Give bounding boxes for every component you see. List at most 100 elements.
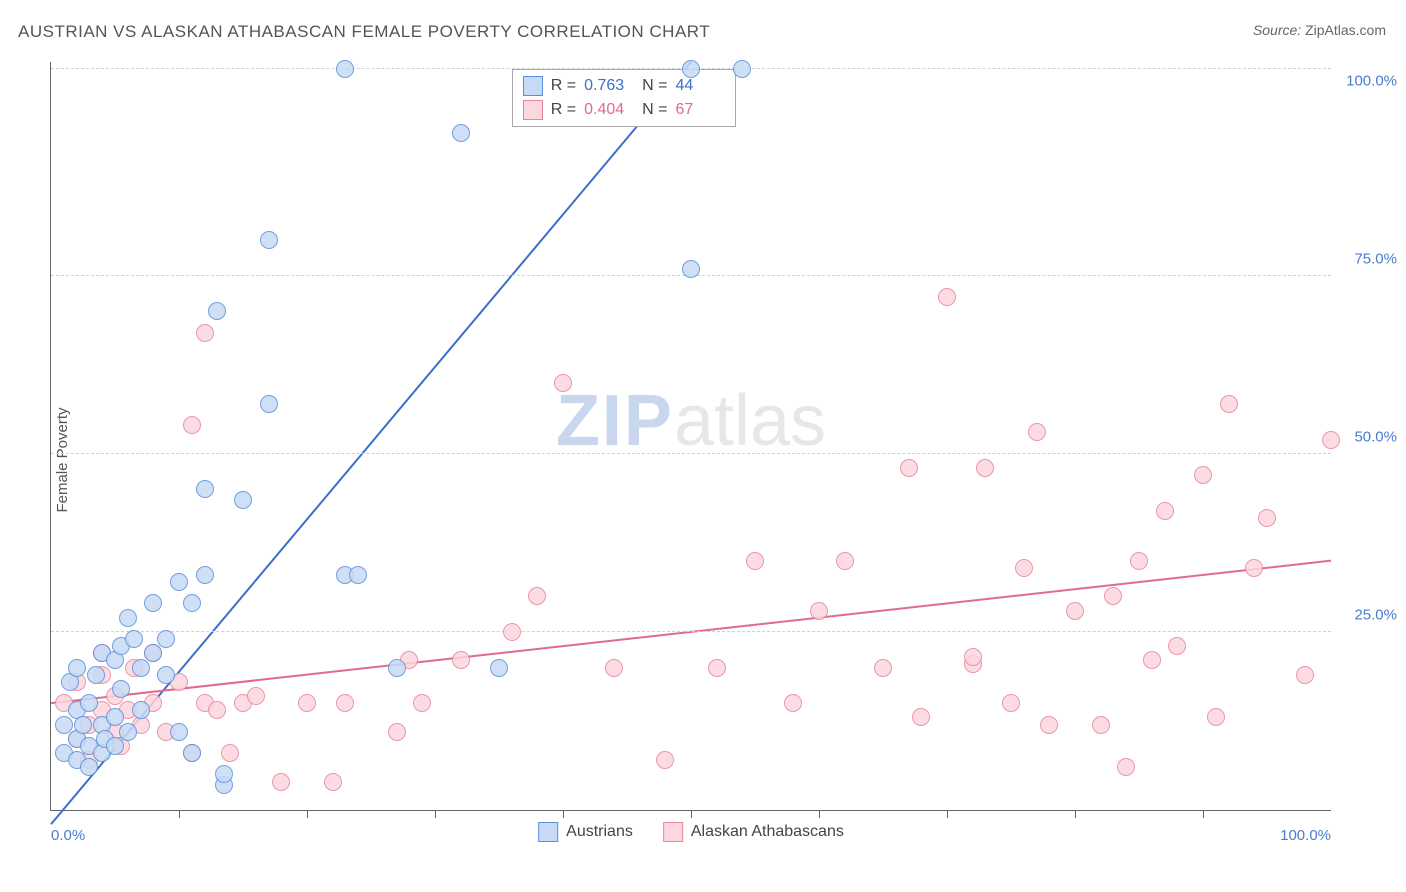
scatter-point — [1130, 552, 1148, 570]
scatter-point — [349, 566, 367, 584]
legend-label: Austrians — [566, 823, 633, 841]
scatter-point — [746, 552, 764, 570]
scatter-point — [196, 324, 214, 342]
scatter-point — [388, 723, 406, 741]
legend-swatch — [523, 76, 543, 96]
scatter-point — [1220, 395, 1238, 413]
legend-item: Austrians — [538, 822, 633, 842]
scatter-point — [1117, 758, 1135, 776]
scatter-point — [528, 587, 546, 605]
scatter-point — [183, 416, 201, 434]
scatter-point — [106, 737, 124, 755]
gridline — [51, 453, 1331, 454]
x-tick-label: 0.0% — [51, 827, 85, 844]
legend-swatch — [538, 822, 558, 842]
scatter-point — [810, 602, 828, 620]
scatter-point — [80, 758, 98, 776]
x-tick — [307, 810, 308, 818]
scatter-point — [119, 723, 137, 741]
x-tick — [179, 810, 180, 818]
scatter-point — [234, 491, 252, 509]
source-label: Source: — [1253, 22, 1301, 38]
scatter-point — [413, 694, 431, 712]
scatter-point — [272, 773, 290, 791]
correlation-stat-box: R =0.763N =44R =0.404N =67 — [512, 69, 737, 127]
x-tick — [947, 810, 948, 818]
scatter-point — [68, 659, 86, 677]
scatter-point — [260, 231, 278, 249]
scatter-point — [112, 680, 130, 698]
scatter-point — [503, 623, 521, 641]
scatter-point — [1258, 509, 1276, 527]
scatter-point — [157, 666, 175, 684]
scatter-point — [656, 751, 674, 769]
stat-r-value: 0.404 — [584, 98, 634, 122]
scatter-point — [976, 459, 994, 477]
stat-row: R =0.404N =67 — [523, 98, 726, 122]
scatter-point — [119, 609, 137, 627]
plot-area: ZIPatlas R =0.763N =44R =0.404N =67 Aust… — [50, 62, 1331, 811]
stat-r-label: R = — [551, 98, 576, 122]
scatter-point — [336, 60, 354, 78]
x-tick — [691, 810, 692, 818]
scatter-point — [170, 573, 188, 591]
scatter-point — [1296, 666, 1314, 684]
x-tick — [1203, 810, 1204, 818]
scatter-point — [170, 723, 188, 741]
scatter-point — [324, 773, 342, 791]
scatter-point — [208, 302, 226, 320]
scatter-point — [247, 687, 265, 705]
scatter-point — [132, 701, 150, 719]
scatter-point — [336, 694, 354, 712]
scatter-point — [490, 659, 508, 677]
scatter-point — [912, 708, 930, 726]
x-tick — [435, 810, 436, 818]
scatter-point — [1002, 694, 1020, 712]
scatter-point — [144, 594, 162, 612]
x-tick — [563, 810, 564, 818]
scatter-point — [125, 630, 143, 648]
scatter-point — [784, 694, 802, 712]
scatter-point — [208, 701, 226, 719]
scatter-point — [298, 694, 316, 712]
stat-n-label: N = — [642, 74, 667, 98]
scatter-point — [1168, 637, 1186, 655]
chart-container: Female Poverty ZIPatlas R =0.763N =44R =… — [0, 50, 1406, 870]
scatter-point — [1156, 502, 1174, 520]
scatter-point — [74, 716, 92, 734]
scatter-point — [144, 644, 162, 662]
stat-r-value: 0.763 — [584, 74, 634, 98]
scatter-point — [1322, 431, 1340, 449]
scatter-point — [1194, 466, 1212, 484]
scatter-point — [1104, 587, 1122, 605]
chart-title: AUSTRIAN VS ALASKAN ATHABASCAN FEMALE PO… — [18, 22, 710, 42]
scatter-point — [1245, 559, 1263, 577]
scatter-point — [1040, 716, 1058, 734]
x-tick-label: 100.0% — [1280, 827, 1331, 844]
scatter-point — [874, 659, 892, 677]
stat-row: R =0.763N =44 — [523, 74, 726, 98]
scatter-point — [554, 374, 572, 392]
x-tick — [1075, 810, 1076, 818]
scatter-point — [215, 765, 233, 783]
scatter-point — [196, 566, 214, 584]
scatter-point — [938, 288, 956, 306]
y-tick-label: 50.0% — [1354, 428, 1397, 445]
scatter-point — [708, 659, 726, 677]
scatter-point — [1028, 423, 1046, 441]
y-tick-label: 25.0% — [1354, 606, 1397, 623]
scatter-point — [80, 694, 98, 712]
stat-n-label: N = — [642, 98, 667, 122]
legend-swatch — [663, 822, 683, 842]
source-value: ZipAtlas.com — [1305, 22, 1386, 38]
scatter-point — [964, 648, 982, 666]
legend-label: Alaskan Athabascans — [691, 823, 844, 841]
scatter-point — [836, 552, 854, 570]
scatter-point — [388, 659, 406, 677]
scatter-point — [1143, 651, 1161, 669]
legend: Austrians Alaskan Athabascans — [538, 822, 844, 842]
scatter-point — [196, 480, 214, 498]
scatter-point — [900, 459, 918, 477]
stat-r-label: R = — [551, 74, 576, 98]
scatter-point — [157, 630, 175, 648]
